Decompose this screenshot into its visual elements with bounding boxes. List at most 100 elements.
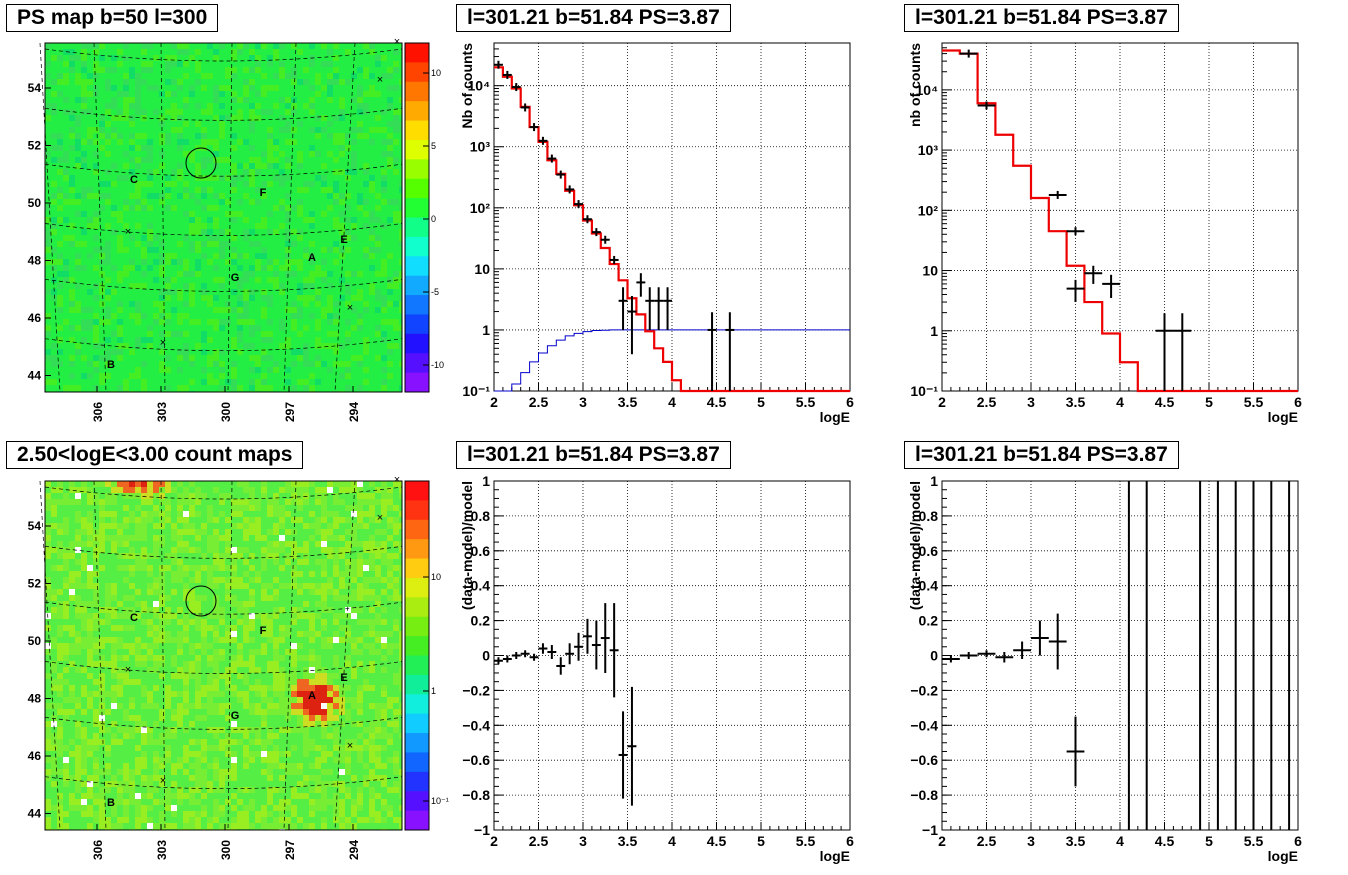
map-cell: [399, 523, 402, 529]
map-cell: [393, 577, 399, 583]
map-cell: [387, 199, 393, 205]
map-cell: [105, 349, 111, 355]
map-cell: [171, 295, 177, 301]
map-cell: [267, 187, 273, 193]
map-cell: [237, 319, 243, 325]
map-cell: [363, 163, 369, 169]
map-cell: [243, 517, 249, 523]
map-cell: [93, 163, 99, 169]
map-cell: [231, 379, 237, 385]
map-cell: [207, 295, 213, 301]
map-cell: [141, 97, 147, 103]
map-cell: [333, 307, 339, 313]
map-cell: [75, 541, 81, 547]
map-cell: [129, 589, 135, 595]
map-cell: [135, 343, 141, 349]
map-cell: [225, 103, 231, 109]
map-cell: [171, 361, 177, 367]
map-cell: [357, 163, 363, 169]
map-cell: [357, 307, 363, 313]
map-cell: [357, 613, 363, 619]
map-cell: [93, 523, 99, 529]
map-cell: [279, 505, 285, 511]
map-cell: [81, 259, 87, 265]
map-cell: [315, 115, 321, 121]
map-cell: [105, 49, 111, 55]
map-cell: [273, 97, 279, 103]
map-cell: [87, 271, 93, 277]
map-cell: [357, 217, 363, 223]
map-cell: [345, 571, 351, 577]
map-cell: [87, 211, 93, 217]
map-cell: [243, 265, 249, 271]
map-cell: [375, 121, 381, 127]
map-cell: [189, 343, 195, 349]
map-cell: [105, 127, 111, 133]
map-cell: [351, 169, 357, 175]
map-cell: [399, 271, 402, 277]
map-cell: [249, 247, 255, 253]
map-cell: [129, 367, 135, 373]
map-cell: [45, 151, 51, 157]
map-cell: [99, 373, 105, 379]
colorbar-segment: [405, 275, 429, 296]
map-cell: [273, 121, 279, 127]
map-cell: [249, 211, 255, 217]
map-cell: [291, 253, 297, 259]
map-cell: [321, 583, 327, 589]
map-cell: [165, 163, 171, 169]
map-cell: [195, 193, 201, 199]
map-cell: [291, 283, 297, 289]
map-cell: [297, 169, 303, 175]
map-cell: [213, 571, 219, 577]
map-cell: [171, 139, 177, 145]
map-cell: [237, 613, 243, 619]
map-cell: [147, 589, 153, 595]
map-cell: [81, 613, 87, 619]
map-cell: [399, 343, 402, 349]
map-cell: [375, 481, 381, 487]
map-cell: [45, 49, 51, 55]
map-cell: [141, 601, 147, 607]
map-cell: [255, 565, 261, 571]
map-cell: [189, 211, 195, 217]
map-cell: [363, 601, 369, 607]
map-cell: [69, 547, 75, 553]
map-cell: [261, 169, 267, 175]
map-cell: [387, 157, 393, 163]
map-cell: [345, 163, 351, 169]
map-cell: [63, 151, 69, 157]
map-cell: [171, 67, 177, 73]
map-cell: [117, 79, 123, 85]
map-cell: [399, 607, 402, 613]
map-cell: [117, 325, 123, 331]
map-cell: [99, 121, 105, 127]
map-cell: [57, 61, 63, 67]
map-cell: [231, 313, 237, 319]
map-cell: [135, 145, 141, 151]
map-cell: [351, 271, 357, 277]
map-cell: [171, 553, 177, 559]
map-cell: [189, 499, 195, 505]
map-cell: [261, 283, 267, 289]
map-cell: [237, 295, 243, 301]
map-cell: [375, 181, 381, 187]
map-cell: [399, 325, 402, 331]
map-cell: [267, 307, 273, 313]
map-cell: [93, 73, 99, 79]
map-cell: [75, 175, 81, 181]
map-x-tick-label: 294: [347, 402, 361, 422]
map-cell: [345, 295, 351, 301]
map-cell: [87, 367, 93, 373]
map-cell: [213, 145, 219, 151]
map-cell: [171, 241, 177, 247]
map-cell: [165, 595, 171, 601]
map-cell: [135, 313, 141, 319]
map-cell: [183, 115, 189, 121]
map-cell: [225, 241, 231, 247]
map-cell: [279, 535, 285, 541]
map-cell: [141, 595, 147, 601]
map-cell: [117, 49, 123, 55]
map-cell: [189, 613, 195, 619]
map-cell: [303, 535, 309, 541]
